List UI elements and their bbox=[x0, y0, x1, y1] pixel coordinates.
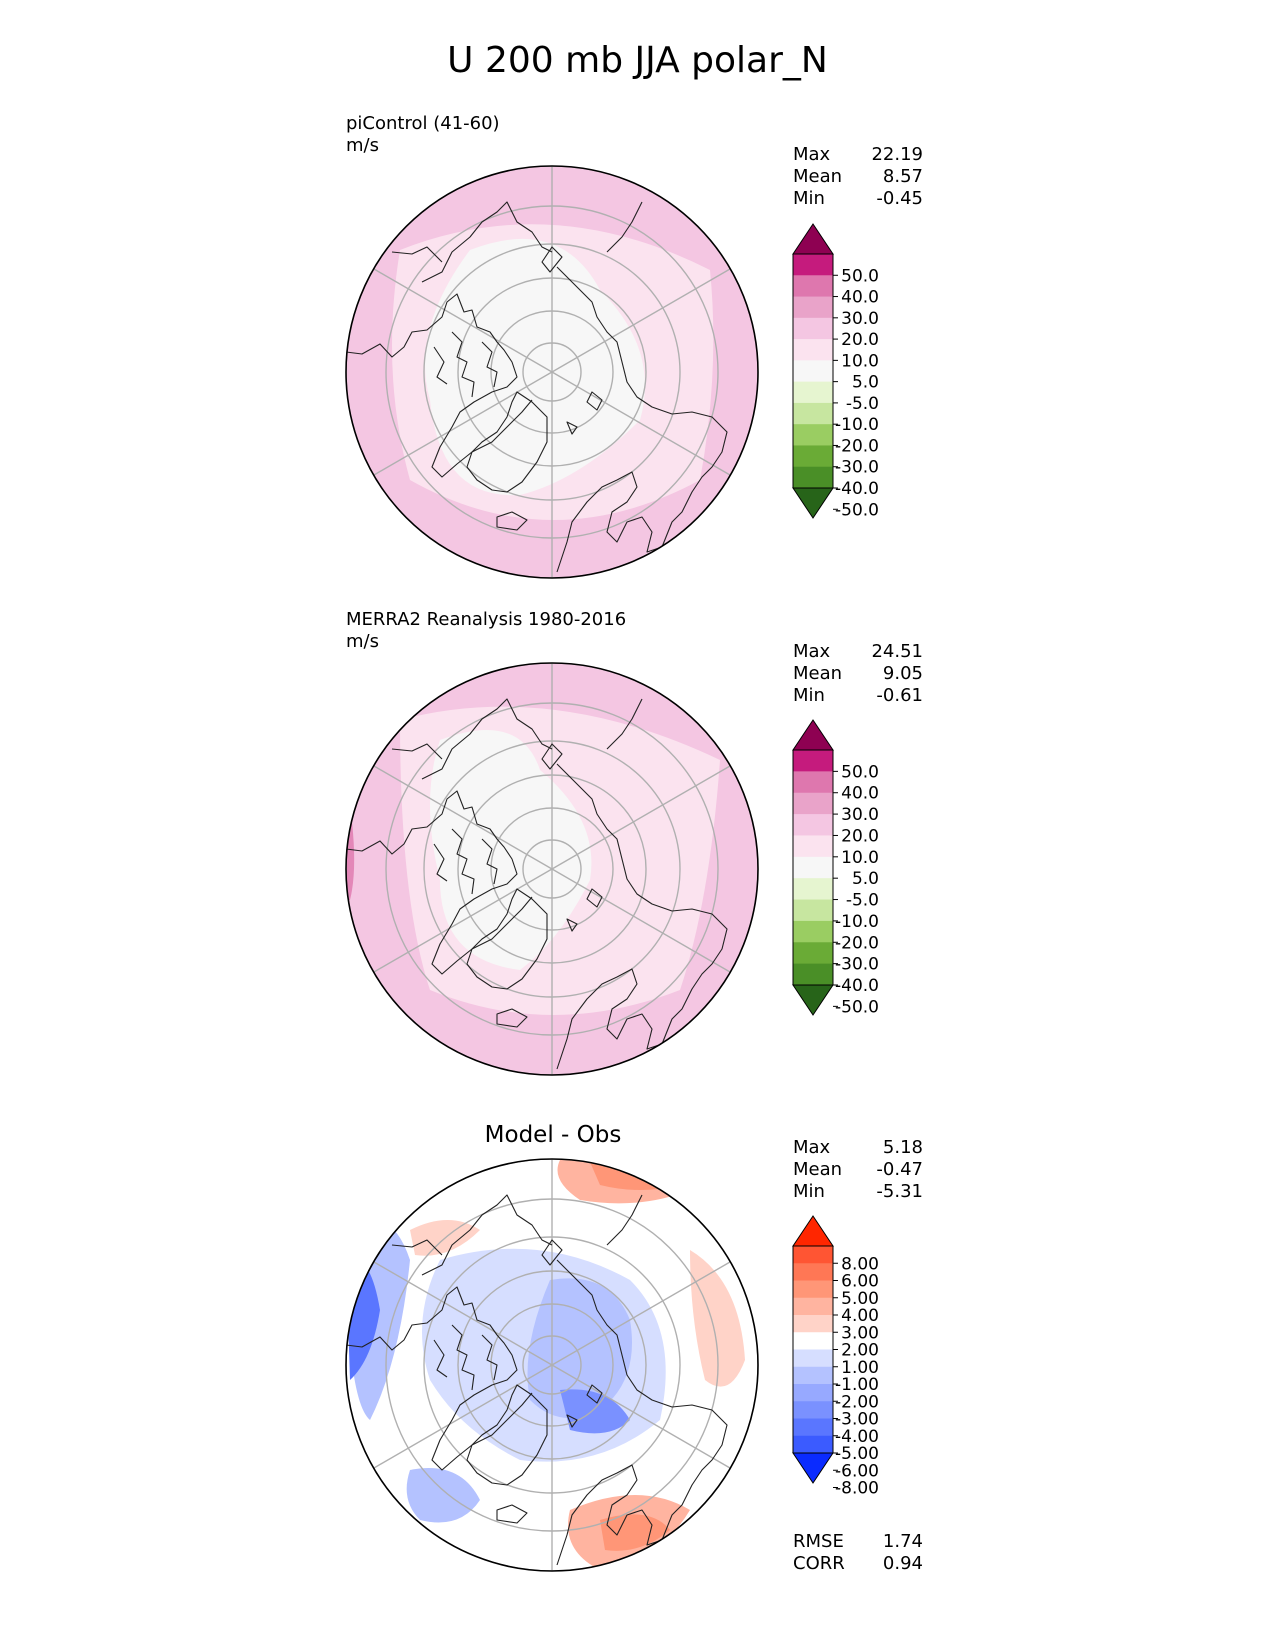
colorbar-segment bbox=[793, 1263, 833, 1281]
colorbar-tick-label: 3.00 bbox=[841, 1323, 879, 1343]
panel-3-title: Model - Obs bbox=[484, 1122, 622, 1148]
colorbar-tick-label: -50.0 bbox=[835, 500, 879, 520]
colorbar-tick-label: -20.0 bbox=[835, 436, 879, 456]
colorbar-segment bbox=[793, 1315, 833, 1333]
colorbar-tick-label: 4.00 bbox=[841, 1306, 879, 1326]
colorbar-tick-label: 5.0 bbox=[852, 373, 879, 393]
colorbar-tick-label: 30.0 bbox=[841, 805, 879, 825]
colorbar-tick-label: -5.00 bbox=[835, 1444, 879, 1464]
colorbar-segment bbox=[793, 1332, 833, 1350]
colorbar-tick-label: -10.0 bbox=[835, 415, 879, 435]
panel-3-stats: Max 5.18 Mean -0.47 Min -5.31 bbox=[793, 1137, 923, 1202]
colorbar-tick-label: -3.00 bbox=[835, 1410, 879, 1430]
colorbar-segment bbox=[793, 381, 833, 404]
colorbar-tick-label: 30.0 bbox=[841, 309, 879, 329]
colorbar-tick-label: 2.00 bbox=[841, 1341, 879, 1361]
colorbar-tick-label: -5.0 bbox=[846, 394, 879, 414]
colorbar-tick-label: -50.0 bbox=[835, 997, 879, 1017]
panel-1-units: m/s bbox=[346, 135, 379, 156]
colorbar-outline bbox=[792, 253, 834, 489]
colorbar-segment bbox=[793, 963, 833, 986]
colorbar-segment bbox=[793, 1246, 833, 1264]
colorbar-segment bbox=[793, 402, 833, 425]
colorbar-tick-label: 20.0 bbox=[841, 330, 879, 350]
colorbar-tick-label: 40.0 bbox=[841, 784, 879, 804]
colorbar-tick-label: -30.0 bbox=[835, 458, 879, 478]
colorbar-segment bbox=[793, 360, 833, 383]
colorbar-segment bbox=[793, 899, 833, 922]
colorbar-tick-label: -8.00 bbox=[835, 1479, 879, 1499]
colorbar-segment bbox=[793, 1418, 833, 1437]
colorbar-bottom-extend bbox=[792, 487, 834, 519]
colorbar-segment bbox=[793, 1297, 833, 1316]
colorbar-segment bbox=[793, 878, 833, 901]
colorbar-top-extend bbox=[792, 719, 834, 751]
panel-1-stats: Max 22.19 Mean 8.57 Min -0.45 bbox=[793, 144, 923, 209]
colorbar-panel-1: 50.040.030.020.010.05.0-5.0-10.0-20.0-30… bbox=[792, 223, 879, 520]
colorbar-tick-label: 40.0 bbox=[841, 288, 879, 308]
colorbar-tick-label: -2.00 bbox=[835, 1392, 879, 1412]
colorbar-segment bbox=[793, 835, 833, 858]
colorbar-tick-label: 5.00 bbox=[841, 1289, 879, 1309]
colorbar-segment bbox=[793, 275, 833, 298]
colorbar-segment bbox=[793, 1280, 833, 1299]
colorbar-tick-label: -6.00 bbox=[835, 1461, 879, 1481]
map-panel-3 bbox=[345, 1158, 759, 1572]
colorbar-tick-label: 50.0 bbox=[841, 266, 879, 286]
colorbar-tick-label: 8.00 bbox=[841, 1254, 879, 1274]
colorbar-segment bbox=[793, 254, 833, 276]
colorbar-segment bbox=[793, 424, 833, 446]
panel-2-title-line1: MERRA2 Reanalysis 1980-2016 bbox=[346, 609, 627, 630]
colorbar-segment bbox=[793, 339, 833, 361]
colorbar-segment bbox=[793, 942, 833, 965]
colorbar-tick-label: -10.0 bbox=[835, 912, 879, 932]
panel-1-title: piControl (41-60) m/s bbox=[346, 113, 500, 157]
colorbar-segment bbox=[793, 1384, 833, 1402]
panel-2-units: m/s bbox=[346, 631, 379, 652]
colorbar-top-extend bbox=[792, 1215, 834, 1247]
colorbar-tick-label: -40.0 bbox=[835, 479, 879, 499]
panel-2-stats: Max 24.51 Mean 9.05 Min -0.61 bbox=[793, 641, 923, 706]
colorbar-segment bbox=[793, 466, 833, 489]
colorbar-tick-label: 1.00 bbox=[841, 1358, 879, 1378]
colorbar-tick-label: -4.00 bbox=[835, 1427, 879, 1447]
colorbar-segment bbox=[793, 920, 833, 943]
map-panel-1 bbox=[345, 165, 759, 579]
colorbar-tick-label: -5.0 bbox=[846, 891, 879, 911]
panel-3-rmse-corr: RMSE 1.74 CORR 0.94 bbox=[793, 1531, 923, 1574]
colorbar-segment bbox=[793, 750, 833, 772]
colorbar-tick-label: -40.0 bbox=[835, 976, 879, 996]
colorbar-segment bbox=[793, 771, 833, 794]
colorbar-tick-label: 6.00 bbox=[841, 1272, 879, 1292]
colorbar-tick-label: 10.0 bbox=[841, 848, 879, 868]
colorbar-panel-3: 8.006.005.004.003.002.001.00-1.00-2.00-3… bbox=[792, 1215, 879, 1499]
colorbar-tick-label: -20.0 bbox=[835, 933, 879, 953]
colorbar-segment bbox=[793, 814, 833, 836]
colorbar-segment bbox=[793, 1366, 833, 1385]
colorbar-tick-label: 50.0 bbox=[841, 762, 879, 782]
colorbar-segment bbox=[793, 792, 833, 815]
panel-2-title: MERRA2 Reanalysis 1980-2016 m/s bbox=[346, 609, 626, 653]
colorbar-segment bbox=[793, 296, 833, 319]
colorbar-segment bbox=[793, 445, 833, 468]
colorbar-tick-label: -1.00 bbox=[835, 1375, 879, 1395]
panel-1-title-line1: piControl (41-60) bbox=[346, 113, 500, 134]
colorbar-top-extend bbox=[792, 223, 834, 255]
colorbar-outline bbox=[792, 749, 834, 986]
figure-title: U 200 mb JJA polar_N bbox=[447, 40, 828, 81]
colorbar-tick-label: -30.0 bbox=[835, 955, 879, 975]
colorbar-segment bbox=[793, 1401, 833, 1419]
colorbar-tick-label: 5.0 bbox=[852, 869, 879, 889]
colorbar-segment bbox=[793, 1435, 833, 1454]
colorbar-tick-label: 20.0 bbox=[841, 826, 879, 846]
colorbar-bottom-extend bbox=[792, 1452, 834, 1484]
colorbar-bottom-extend bbox=[792, 984, 834, 1016]
map-panel-2 bbox=[345, 662, 759, 1076]
colorbar-panel-2: 50.040.030.020.010.05.0-5.0-10.0-20.0-30… bbox=[792, 719, 879, 1017]
colorbar-segment bbox=[793, 856, 833, 879]
colorbar-segment bbox=[793, 1349, 833, 1368]
colorbar-tick-label: 10.0 bbox=[841, 351, 879, 371]
colorbar-segment bbox=[793, 317, 833, 340]
